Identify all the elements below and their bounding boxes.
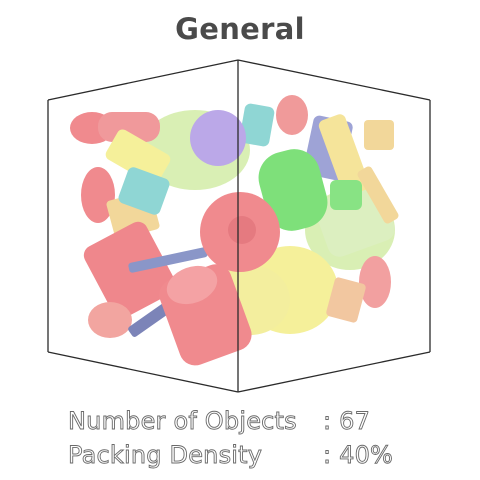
- object-teal-cube-top: [239, 103, 275, 147]
- object-tan-cup: [364, 120, 394, 150]
- packed-objects: [70, 95, 399, 366]
- object-red-torus-hole: [228, 216, 256, 244]
- object-green-cylinder: [258, 149, 328, 231]
- object-bluegray-rod: [128, 247, 208, 273]
- object-red-right-bottom: [359, 256, 391, 308]
- objects-label: Number of Objects: [68, 407, 298, 436]
- object-red-cylinder-top: [98, 112, 160, 142]
- object-tan-comb: [326, 277, 366, 323]
- object-tan-stick: [357, 166, 399, 224]
- object-purple-sphere: [190, 110, 246, 166]
- object-red-disk-bottom-left: [88, 302, 132, 338]
- object-yellow-plank-right: [318, 114, 370, 196]
- object-red-small-top: [276, 95, 308, 135]
- object-red-cylinder-cap: [166, 265, 218, 305]
- box-front-edges: [47, 60, 431, 393]
- page-title: General: [175, 12, 305, 46]
- object-teal-cube-left: [118, 167, 170, 215]
- objects-value: : 67: [323, 407, 371, 436]
- density-label: Packing Density: [68, 441, 263, 470]
- density-value: : 40%: [323, 441, 394, 470]
- object-red-disk-left: [81, 167, 115, 223]
- object-yellow-bar-left: [105, 129, 171, 185]
- object-green-small-block: [330, 180, 362, 210]
- box-back-edges: [47, 59, 431, 101]
